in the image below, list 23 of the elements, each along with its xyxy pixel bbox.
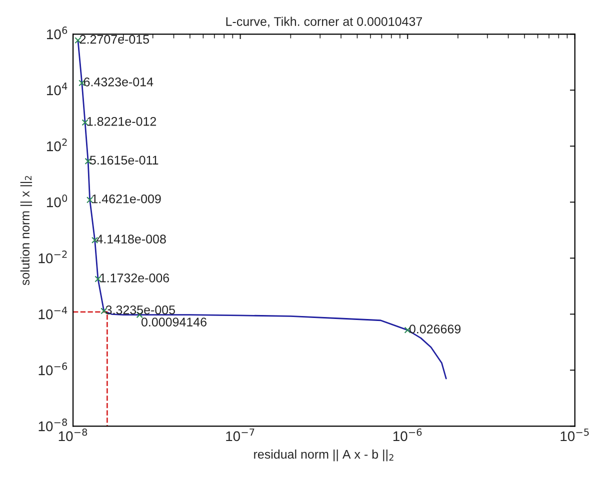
x-tick-label: 10$^{−6}$	[393, 428, 422, 442]
annotation: 0.00094146	[141, 318, 206, 326]
annotation: 1.8221e-012	[87, 116, 156, 126]
y-tick-label: 10$^{6}$	[47, 26, 68, 40]
y-tick-label: 10$^{0}$	[47, 194, 68, 208]
y-axis-title: solution norm || x ||$_{2}$	[20, 176, 32, 286]
annotation: 4.1418e-008	[96, 234, 166, 244]
annotation: 2.2707e-015	[80, 34, 150, 44]
annotation: 5.1615e-011	[90, 156, 158, 165]
annotation: 0.026669	[409, 324, 461, 334]
x-axis-title: residual norm || A x - b ||$_{2}$	[254, 450, 394, 462]
annotation: 3.3235e-005	[106, 305, 175, 314]
x-tick-label: 10$^{−5}$	[560, 428, 589, 442]
y-tick-label: 10$^{2}$	[47, 138, 67, 152]
annotation: 1.1732e-006	[100, 274, 170, 282]
y-tick-label: 10$^{4}$	[47, 82, 68, 96]
chart-title: L-curve, Tikh. corner at 0.00010437	[226, 16, 422, 28]
y-tick-label: 10$^{−6}$	[38, 362, 68, 376]
annotation: 1.4621e-009	[92, 194, 161, 204]
annotation: 6.4323e-014	[84, 78, 154, 86]
x-tick-label: 10$^{−7}$	[226, 428, 254, 442]
y-tick-label: 10$^{−4}$	[38, 306, 68, 320]
y-tick-label: 10$^{−2}$	[38, 250, 67, 264]
